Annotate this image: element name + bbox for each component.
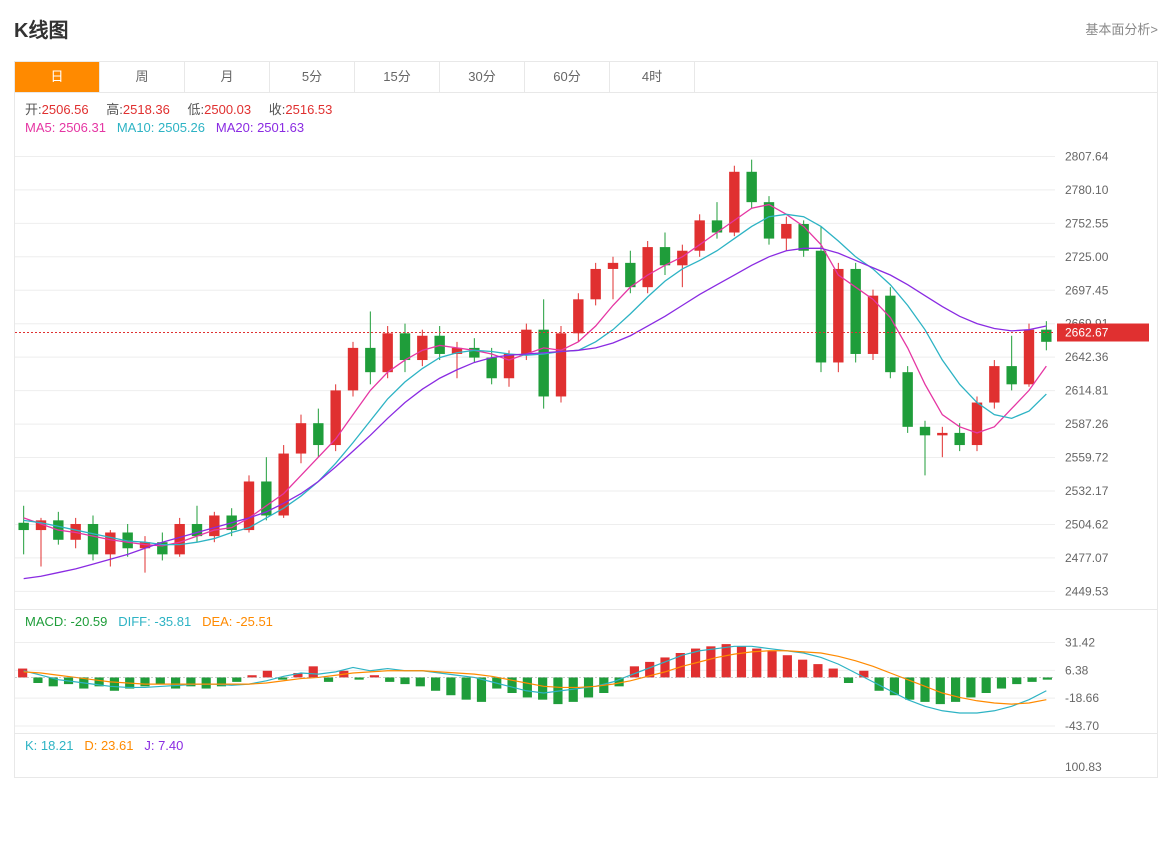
timeframe-tabs: 日周月5分15分30分60分4时 — [14, 61, 1158, 92]
tab-15分[interactable]: 15分 — [355, 62, 440, 92]
tab-4时[interactable]: 4时 — [610, 62, 695, 92]
svg-text:2587.26: 2587.26 — [1065, 417, 1109, 431]
tab-30分[interactable]: 30分 — [440, 62, 525, 92]
ohlc-info: 开:2506.56 高:2518.36 低:2500.03 收:2516.53 — [15, 93, 1157, 120]
chart-container: 开:2506.56 高:2518.36 低:2500.03 收:2516.53 … — [14, 92, 1158, 778]
ma-info: MA5: 2506.31 MA10: 2505.26 MA20: 2501.63 — [15, 120, 1157, 139]
tab-60分[interactable]: 60分 — [525, 62, 610, 92]
kdj-info: K: 18.21 D: 23.61 J: 7.40 — [15, 733, 1157, 757]
svg-text:2780.10: 2780.10 — [1065, 183, 1109, 197]
macd-info: MACD: -20.59 DIFF: -35.81 DEA: -25.51 — [15, 609, 1157, 633]
svg-text:2662.67: 2662.67 — [1065, 326, 1109, 340]
macd-chart[interactable]: -43.70 -18.66 6.38 31.42 — [15, 633, 1155, 733]
tab-周[interactable]: 周 — [100, 62, 185, 92]
svg-text:2807.64: 2807.64 — [1065, 149, 1109, 163]
tab-5分[interactable]: 5分 — [270, 62, 355, 92]
svg-text:31.42: 31.42 — [1065, 636, 1095, 650]
svg-text:2697.45: 2697.45 — [1065, 283, 1109, 297]
analysis-link[interactable]: 基本面分析> — [1085, 19, 1158, 38]
svg-text:100.83: 100.83 — [1065, 760, 1102, 774]
tab-日[interactable]: 日 — [15, 62, 100, 92]
svg-text:-43.70: -43.70 — [1065, 719, 1099, 733]
svg-text:2449.53: 2449.53 — [1065, 584, 1109, 598]
svg-text:2642.36: 2642.36 — [1065, 350, 1109, 364]
candlestick-chart[interactable]: 2449.53 2477.07 2504.62 2532.17 2559.72 2587.… — [15, 139, 1155, 609]
svg-text:2477.07: 2477.07 — [1065, 551, 1109, 565]
svg-text:2559.72: 2559.72 — [1065, 451, 1109, 465]
tab-月[interactable]: 月 — [185, 62, 270, 92]
kdj-chart[interactable]: 100.83 — [15, 757, 1155, 777]
svg-text:2532.17: 2532.17 — [1065, 484, 1109, 498]
svg-text:-18.66: -18.66 — [1065, 691, 1099, 705]
page-title: K线图 — [14, 14, 68, 43]
svg-text:2504.62: 2504.62 — [1065, 517, 1109, 531]
svg-text:2725.00: 2725.00 — [1065, 250, 1109, 264]
svg-text:2752.55: 2752.55 — [1065, 216, 1109, 230]
svg-text:6.38: 6.38 — [1065, 663, 1089, 677]
svg-text:2614.81: 2614.81 — [1065, 384, 1109, 398]
